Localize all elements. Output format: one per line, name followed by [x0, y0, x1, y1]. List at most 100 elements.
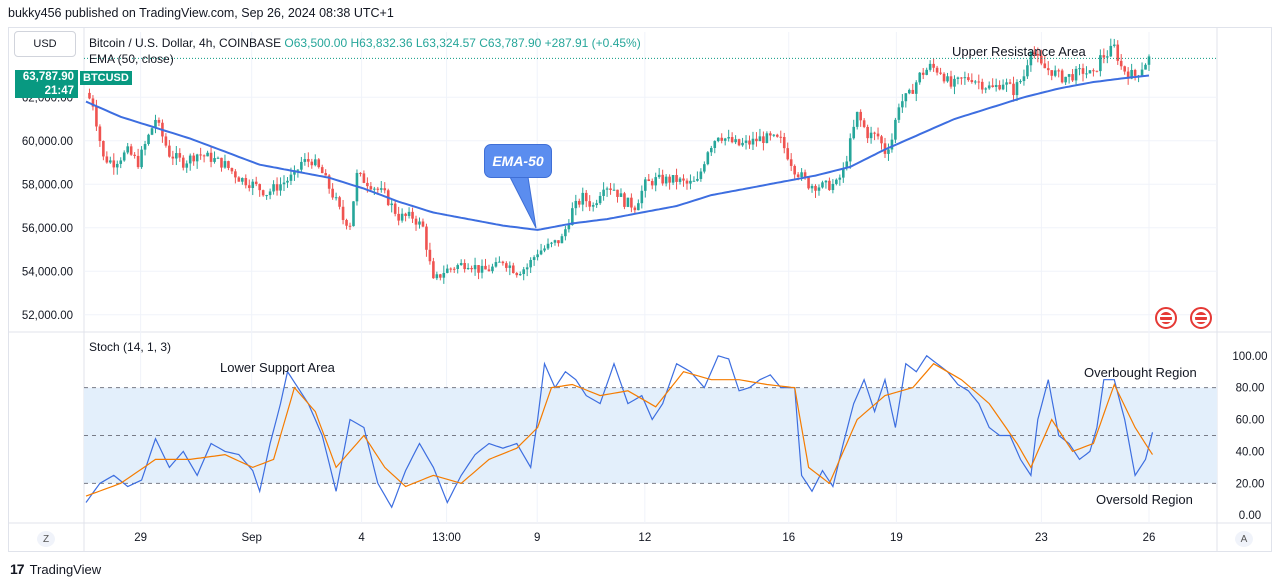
- candle-down: [623, 193, 626, 207]
- candle-down: [814, 185, 817, 191]
- ema-legend[interactable]: EMA (50, close): [89, 52, 174, 66]
- candle-up: [543, 248, 546, 251]
- candle-up: [699, 171, 703, 179]
- candle-down: [487, 269, 491, 272]
- candle-up: [352, 201, 355, 227]
- candle-up: [703, 164, 706, 172]
- candle-up: [1085, 73, 1088, 75]
- candle-down: [675, 175, 678, 182]
- candle-up: [480, 265, 484, 273]
- candle-down: [911, 89, 915, 94]
- candle-down: [178, 153, 182, 158]
- candle-up: [723, 138, 727, 141]
- candle-up: [175, 153, 178, 159]
- candle-down: [793, 165, 796, 175]
- candle-down: [939, 72, 942, 74]
- candle-down: [1046, 68, 1050, 71]
- candle-up: [643, 179, 647, 191]
- candle-up: [904, 93, 908, 102]
- ohlc-values: O63,500.00 H63,832.36 L63,324.57 C63,787…: [284, 36, 641, 50]
- candle-down: [199, 154, 202, 156]
- candle-down: [866, 126, 869, 139]
- candle-down: [307, 159, 310, 162]
- candle-up: [744, 140, 748, 143]
- price-tick-label: 52,000.00: [22, 310, 73, 322]
- candle-up: [407, 211, 411, 216]
- candle-down: [515, 273, 519, 276]
- candle-down: [633, 207, 637, 211]
- candle-up: [765, 133, 769, 143]
- stoch-d-line: [85, 362, 1154, 497]
- auto-scale-button[interactable]: A: [1235, 531, 1253, 547]
- candle-up: [522, 269, 526, 275]
- candle-down: [484, 265, 487, 270]
- candle-up: [442, 272, 446, 278]
- candle-up: [268, 191, 272, 196]
- candle-up: [887, 149, 890, 154]
- candle-down: [181, 157, 185, 168]
- footer-brand-text: TradingView: [29, 561, 102, 577]
- candle-up: [692, 180, 696, 182]
- candle-up: [473, 265, 477, 270]
- candle-down: [362, 173, 366, 183]
- candle-up: [591, 205, 595, 207]
- candle-down: [682, 178, 685, 181]
- candle-down: [584, 192, 588, 202]
- candle-down: [748, 140, 751, 145]
- candle-up: [974, 81, 977, 83]
- candle-up: [678, 178, 682, 182]
- us-flag-event-icon: [1160, 320, 1172, 322]
- time-tick-label: 26: [1143, 532, 1156, 544]
- candle-up: [751, 138, 755, 145]
- candle-down: [501, 261, 505, 264]
- candle-up: [1022, 76, 1026, 82]
- candle-down: [762, 136, 765, 143]
- symbol-line[interactable]: Bitcoin / U.S. Dollar, 4h, COINBASE: [89, 36, 282, 50]
- candle-up: [953, 78, 956, 87]
- candle-up: [713, 141, 717, 149]
- candle-up: [925, 69, 928, 75]
- candle-up: [908, 89, 911, 94]
- bar-countdown: 21:47: [44, 85, 74, 97]
- candle-down: [327, 175, 331, 189]
- candle-down: [421, 221, 425, 227]
- footer-brand[interactable]: 17 TradingView: [10, 561, 101, 577]
- currency-button[interactable]: USD: [14, 31, 76, 57]
- candle-up: [817, 187, 821, 191]
- candle-down: [369, 186, 373, 190]
- candle-down: [171, 156, 175, 159]
- candle-up: [150, 128, 154, 135]
- candle-up: [553, 240, 557, 243]
- chart-legend: Bitcoin / U.S. Dollar, 4h, COINBASE O63,…: [89, 35, 641, 67]
- ema-50-callout: EMA-50: [484, 144, 552, 178]
- candle-down: [1036, 53, 1040, 56]
- candle-down: [1057, 70, 1060, 72]
- candle-down: [977, 81, 981, 83]
- stoch-k-line: [85, 354, 1154, 509]
- candle-down: [859, 111, 862, 121]
- candle-down: [310, 161, 314, 166]
- candle-up: [109, 160, 112, 163]
- candle-up: [741, 142, 744, 146]
- stoch-title[interactable]: Stoch (14, 1, 3): [89, 340, 172, 354]
- us-flag-event-icon: [1195, 312, 1207, 324]
- candle-down: [414, 218, 418, 225]
- candle-down: [998, 84, 1001, 90]
- zoom-button[interactable]: Z: [37, 531, 55, 547]
- us-flag-event-icon: [1195, 315, 1207, 317]
- symbol-tag: BTCUSD: [80, 71, 132, 85]
- candle-up: [1112, 44, 1116, 46]
- time-tick-label: 13:00: [432, 532, 461, 544]
- candle-up: [605, 188, 609, 190]
- time-tick-label: 19: [890, 532, 903, 544]
- candle-up: [508, 265, 512, 268]
- price-tick-label: 60,000.00: [22, 136, 73, 148]
- candle-up: [619, 193, 623, 197]
- candle-up: [894, 119, 897, 140]
- us-flag-event-icon: [1160, 315, 1172, 317]
- candle-up: [1144, 64, 1147, 70]
- candle-up: [852, 126, 856, 139]
- candle-down: [737, 139, 741, 146]
- candle-up: [598, 195, 602, 204]
